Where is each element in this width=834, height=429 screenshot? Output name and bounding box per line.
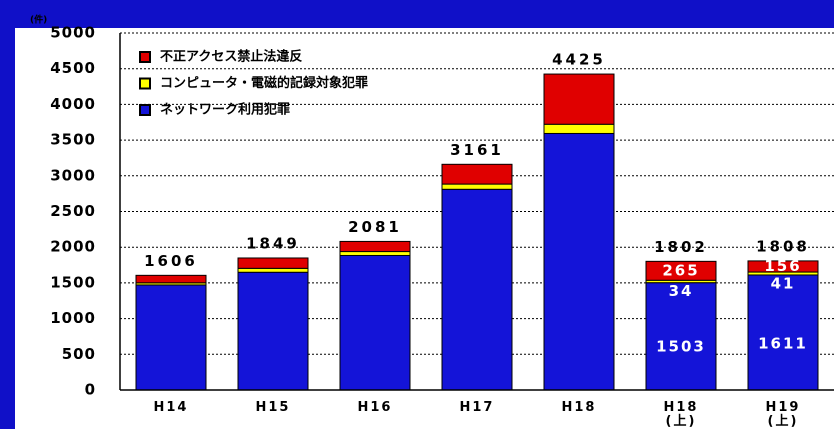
y-tick-label: 2500 [50, 202, 96, 220]
y-tick-label: 1500 [50, 273, 96, 291]
data-label: 41 [771, 274, 796, 292]
bar-segment [237, 271, 309, 391]
y-tick-label: 5000 [50, 24, 96, 42]
x-tick-label: H17 [459, 400, 495, 415]
bar-segment [339, 240, 411, 253]
legend-label: ネットワーク利用犯罪 [160, 102, 290, 118]
bar-segment [237, 267, 309, 273]
y-tick-label: 500 [62, 345, 96, 363]
y-tick-label: 2000 [50, 238, 96, 256]
y-unit: (件) [30, 14, 47, 26]
data-label: 265 [662, 261, 699, 279]
total-label: 4425 [552, 51, 606, 69]
y-tick-label: 1000 [50, 309, 96, 327]
bar-segment [339, 254, 411, 391]
bar-segment [645, 282, 717, 391]
legend-swatch [139, 77, 151, 90]
x-tick-label: H15 [255, 400, 291, 415]
legend-label: 不正アクセス禁止法違反 [160, 49, 302, 65]
legend-label: コンピュータ・電磁的記録対象犯罪 [160, 75, 368, 91]
x-tick-label: H14 [153, 400, 189, 415]
total-label: 3161 [450, 141, 504, 159]
bar-segment [441, 188, 513, 391]
x-tick-label: H19 (上) [765, 400, 801, 429]
legend-swatch [139, 104, 151, 116]
bar-segment [543, 132, 615, 391]
y-tick-label: 4000 [50, 95, 96, 113]
data-label: 1611 [758, 334, 808, 352]
bar-segment [441, 183, 513, 190]
bar-segment [747, 260, 819, 273]
data-label: 156 [764, 257, 801, 275]
x-tick-label: H18 (上) [663, 400, 699, 429]
total-label: 1802 [654, 238, 708, 256]
x-tick-label: H18 [561, 400, 597, 415]
total-label: 1808 [756, 237, 810, 255]
bar-segment [135, 274, 207, 284]
data-label: 34 [669, 282, 694, 300]
bar-segment [135, 284, 207, 391]
bar-segment [237, 257, 309, 269]
y-tick-label: 4500 [50, 59, 96, 77]
bar-segment [441, 163, 513, 185]
bar-segment [339, 251, 411, 256]
total-label: 2081 [348, 218, 402, 236]
bar-segment [747, 274, 819, 391]
total-label: 1606 [144, 252, 198, 270]
bar-segment [543, 73, 615, 125]
bar-segment [645, 260, 717, 281]
data-label: 1503 [656, 338, 706, 356]
bar-segment [543, 123, 615, 134]
x-tick-label: H16 [357, 400, 393, 415]
legend-swatch [139, 51, 151, 63]
y-tick-label: 0 [85, 381, 96, 399]
total-label: 1849 [246, 234, 300, 252]
y-tick-label: 3500 [50, 131, 96, 149]
y-tick-label: 3000 [50, 166, 96, 184]
